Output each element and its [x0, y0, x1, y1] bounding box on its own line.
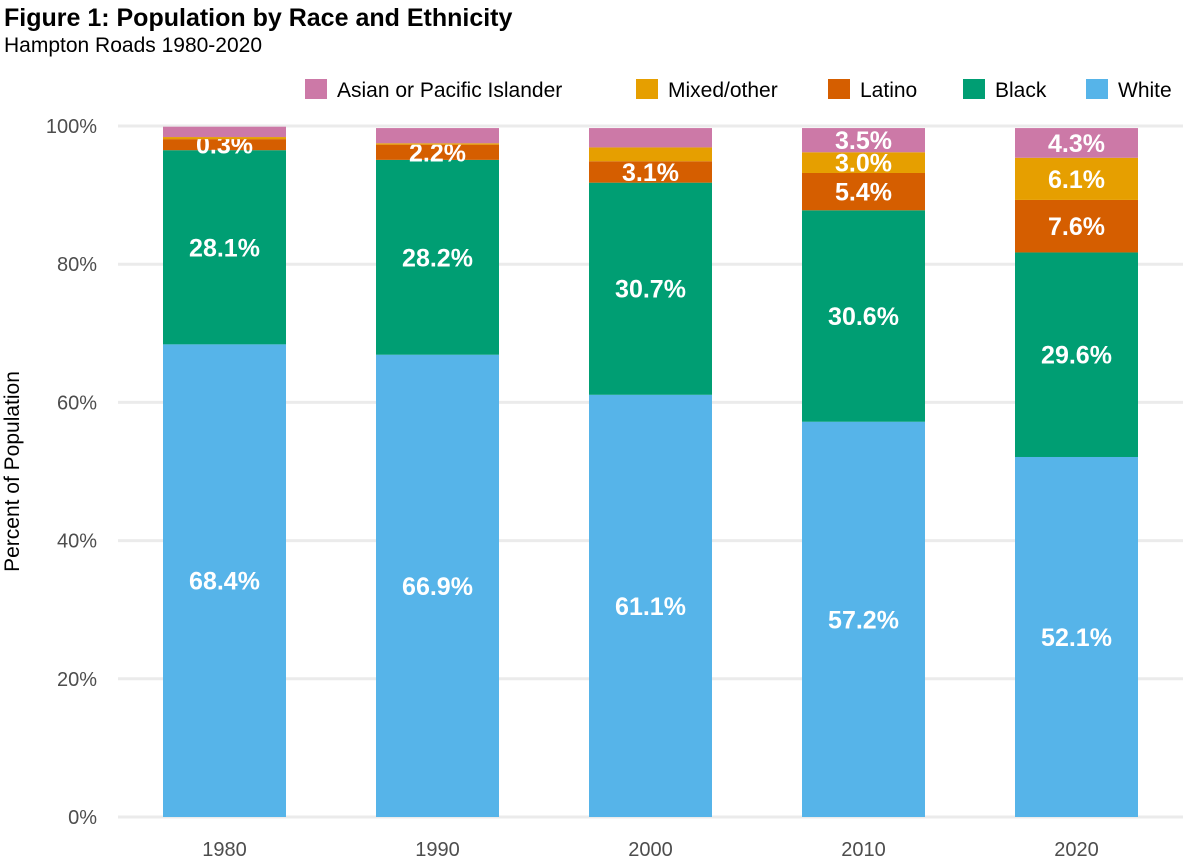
bar-segment-black: [589, 182, 712, 395]
bar-segment-white: [163, 344, 286, 817]
bar-segment-asian-or-pacific-islander: [589, 128, 712, 148]
x-tick-label: 1990: [415, 839, 460, 861]
chart-subtitle: Hampton Roads 1980-2020: [4, 34, 263, 57]
bar-segment-mixed-other: [376, 143, 499, 145]
bar-segment-mixed-other: [802, 152, 925, 173]
data-label: 3.1%: [622, 159, 679, 187]
bar-segment-asian-or-pacific-islander: [163, 126, 286, 138]
data-label: 3.0%: [835, 150, 892, 178]
y-tick-label: 80%: [57, 254, 97, 276]
data-label: 52.1%: [1041, 624, 1112, 652]
legend-swatch: [828, 79, 850, 99]
bar-segment-black: [163, 150, 286, 345]
data-label: 7.6%: [1048, 213, 1105, 241]
chart-title: Figure 1: Population by Race and Ethnici…: [4, 4, 513, 32]
bar-segment-asian-or-pacific-islander: [802, 128, 925, 153]
bar-segment-black: [1015, 252, 1138, 457]
x-tick-label: 1980: [202, 839, 247, 861]
legend-label: Black: [995, 79, 1047, 102]
bar-segment-latino: [163, 139, 286, 151]
bar-segment-latino: [589, 161, 712, 183]
legend-swatch: [1086, 79, 1108, 99]
bar-segment-white: [589, 394, 712, 817]
data-label: 29.6%: [1041, 342, 1112, 370]
bar-segment-latino: [1015, 199, 1138, 253]
x-tick-label: 2010: [841, 839, 886, 861]
y-tick-label: 20%: [57, 669, 97, 691]
data-label: 6.1%: [1048, 166, 1105, 194]
x-tick-label: 2020: [1054, 839, 1099, 861]
y-tick-label: 0%: [68, 807, 97, 829]
data-label: 28.1%: [189, 234, 260, 262]
data-label: 3.5%: [835, 127, 892, 155]
bar-segment-white: [376, 354, 499, 817]
legend-swatch: [636, 79, 658, 99]
y-tick-label: 40%: [57, 531, 97, 553]
bar-segment-mixed-other: [589, 147, 712, 162]
legend-label: White: [1118, 79, 1172, 102]
y-axis-title: Percent of Population: [1, 371, 24, 572]
legend-swatch: [305, 79, 327, 99]
data-label: 66.9%: [402, 573, 473, 601]
bar-segment-asian-or-pacific-islander: [1015, 128, 1138, 158]
bar-segment-asian-or-pacific-islander: [376, 128, 499, 144]
bar-segment-white: [802, 421, 925, 817]
legend-label: Mixed/other: [668, 79, 778, 102]
data-label: 68.4%: [189, 568, 260, 596]
bar-segment-black: [802, 210, 925, 422]
data-label: 30.6%: [828, 303, 899, 331]
data-label: 30.7%: [615, 276, 686, 304]
bar-segment-white: [1015, 456, 1138, 817]
y-tick-label: 60%: [57, 392, 97, 414]
data-label: 28.2%: [402, 244, 473, 272]
bar-segment-mixed-other: [163, 137, 286, 140]
legend-swatch: [963, 79, 985, 99]
data-label: 61.1%: [615, 593, 686, 621]
legend-label: Latino: [860, 79, 917, 102]
data-label: 5.4%: [835, 179, 892, 207]
data-label: 57.2%: [828, 606, 899, 634]
y-tick-label: 100%: [46, 116, 97, 138]
bar-segment-black: [376, 159, 499, 355]
data-label: 4.3%: [1048, 130, 1105, 158]
legend-label: Asian or Pacific Islander: [337, 79, 562, 102]
x-tick-label: 2000: [628, 839, 673, 861]
bar-segment-latino: [802, 172, 925, 211]
bar-segment-latino: [376, 144, 499, 160]
bar-segment-mixed-other: [1015, 157, 1138, 200]
